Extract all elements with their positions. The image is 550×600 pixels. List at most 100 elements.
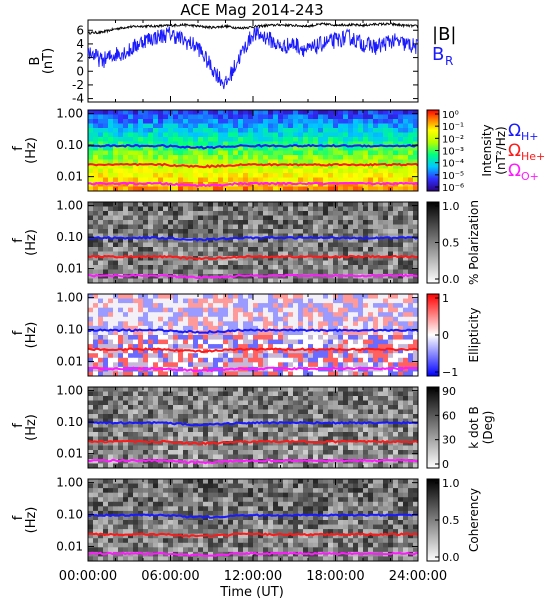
x-axis: 00:00:00 06:00:00 12:00:00 18:00:00 24:00:00 bbox=[59, 20, 447, 584]
legend-b-radial: B bbox=[432, 44, 444, 65]
line-he-plus bbox=[87, 162, 419, 169]
line-o-plus bbox=[87, 458, 418, 465]
line-h-plus bbox=[88, 513, 419, 520]
y-axis-unit: (Hz) bbox=[24, 229, 39, 256]
line-he-plus bbox=[87, 254, 419, 261]
colorbar-tick-label: 10⁻³ bbox=[442, 147, 464, 158]
legend-omega-sub: H+ bbox=[521, 130, 539, 143]
line-he-plus bbox=[87, 532, 419, 538]
colorbar-tick-label: 10⁻⁵ bbox=[442, 171, 464, 182]
line-o-plus bbox=[87, 551, 419, 557]
colorbar-tick-label: 1.0 bbox=[442, 200, 460, 213]
colorbar-label: k dot B bbox=[467, 406, 481, 448]
y-axis-label: f bbox=[11, 146, 26, 151]
y-tick-label: 0 bbox=[76, 64, 84, 78]
line-he-plus bbox=[87, 347, 419, 354]
y-axis-label: f bbox=[11, 423, 26, 428]
colorbar-label: % Polarization bbox=[467, 200, 481, 285]
panel-4: 1.00 0.10 0.01 f(Hz) 90 60 30 0 k dot B (Deg) bbox=[11, 384, 495, 471]
colorbar-tick-label: 0.0 bbox=[442, 551, 460, 564]
colorbar-tick-label: −1 bbox=[442, 366, 458, 379]
y-tick-label: 0.01 bbox=[56, 539, 83, 553]
colorbar-tick-label: 10⁻⁶ bbox=[442, 183, 464, 194]
chart-title: ACE Mag 2014-243 bbox=[180, 1, 323, 19]
colorbar-tick-label: 10⁻¹ bbox=[442, 122, 464, 133]
colorbar-tick-label: 1 bbox=[442, 292, 449, 305]
line-o-plus bbox=[87, 181, 419, 188]
line-o-plus bbox=[87, 366, 419, 373]
line-h-plus bbox=[87, 143, 419, 150]
y-axis-label: B bbox=[28, 57, 43, 66]
panel-b-frame bbox=[87, 19, 419, 103]
panel-3: 1.00 0.10 0.01 f(Hz) 1 0 −1 Ellipticity bbox=[11, 291, 481, 379]
y-tick-label: 1.00 bbox=[56, 199, 83, 213]
y-tick-label: 6 bbox=[76, 23, 84, 37]
y-tick-label: 1.00 bbox=[56, 107, 83, 121]
y-axis-unit: (Hz) bbox=[24, 414, 39, 441]
legend-omega-sub: O+ bbox=[521, 170, 539, 183]
y-tick-label: 0.01 bbox=[56, 354, 83, 368]
y-axis-unit: (Hz) bbox=[24, 137, 39, 164]
y-tick-label: 4 bbox=[76, 37, 84, 51]
legend-omega-sub: He+ bbox=[521, 150, 545, 163]
line-o-plus bbox=[87, 273, 419, 280]
legend-omega: Ω bbox=[508, 121, 521, 141]
series-b-magnitude bbox=[87, 21, 419, 35]
colorbar-tick-label: 1.0 bbox=[442, 477, 460, 490]
line-he-plus bbox=[87, 439, 419, 446]
y-tick-label: 0.01 bbox=[56, 170, 83, 184]
panel-5: 1.00 0.10 0.01 f(Hz) 1.0 0.5 0.0 Coherency bbox=[11, 476, 481, 564]
colorbar-tick-label: 10⁻⁴ bbox=[442, 159, 464, 170]
colorbar-label: Coherency bbox=[467, 488, 481, 552]
colorbar-tick-label: 90 bbox=[442, 385, 456, 398]
line-h-plus bbox=[87, 328, 419, 334]
colorbar-tick-label: 0 bbox=[442, 458, 449, 471]
colorbar-tick-label: 10⁰ bbox=[442, 110, 459, 121]
y-tick-label: 1.00 bbox=[56, 476, 83, 490]
x-tick-label: 24:00:00 bbox=[389, 569, 447, 584]
y-tick-label: -2 bbox=[72, 78, 84, 92]
colorbar-tick-label: 30 bbox=[442, 434, 456, 447]
legend-omega: Ω bbox=[508, 161, 521, 181]
colorbar-tick-label: 60 bbox=[442, 409, 456, 422]
x-tick-label: 12:00:00 bbox=[224, 569, 282, 584]
y-tick-label: 1.00 bbox=[56, 384, 83, 398]
colorbar-tick-label: 0.0 bbox=[442, 273, 460, 286]
y-axis-unit: (nT) bbox=[41, 48, 56, 74]
y-tick-label: 0.01 bbox=[56, 262, 83, 276]
line-h-plus bbox=[87, 235, 419, 242]
panel-2: 1.00 0.10 0.01 f(Hz) 1.0 0.5 0.0 % Polarization bbox=[11, 199, 481, 286]
series-b-radial bbox=[87, 26, 419, 90]
y-tick-label: 0.10 bbox=[56, 323, 83, 337]
colorbar-label: Ellipticity bbox=[467, 308, 481, 363]
y-tick-label: 1.00 bbox=[56, 291, 83, 305]
legend-b-radial-sub: R bbox=[445, 54, 453, 68]
colorbar-tick-label: 0 bbox=[442, 329, 449, 342]
y-axis-unit: (Hz) bbox=[24, 322, 39, 349]
y-tick-label: 0.01 bbox=[56, 447, 83, 461]
legend-b-magnitude: |B| bbox=[432, 24, 456, 45]
x-tick-label: 00:00:00 bbox=[59, 569, 117, 584]
colorbar bbox=[426, 386, 440, 469]
line-h-plus bbox=[87, 420, 419, 427]
y-axis-label: f bbox=[11, 238, 26, 243]
y-tick-label: -4 bbox=[72, 92, 84, 106]
colorbar-label: Intensity bbox=[480, 124, 494, 176]
x-tick-label: 18:00:00 bbox=[306, 569, 364, 584]
y-axis-label: f bbox=[11, 515, 26, 520]
x-tick-label: 06:00:00 bbox=[141, 569, 199, 584]
colorbar-tick-label: 0.5 bbox=[442, 514, 460, 527]
legend-omega: Ω bbox=[508, 141, 521, 161]
x-axis-label: Time (UT) bbox=[219, 585, 284, 600]
y-tick-label: 0.10 bbox=[56, 138, 83, 152]
y-tick-label: 0.10 bbox=[56, 415, 83, 429]
colorbar-tick-label: 10⁻² bbox=[442, 134, 464, 145]
colorbar-tick-label: 0.5 bbox=[442, 237, 460, 250]
y-axis-unit: (Hz) bbox=[24, 507, 39, 534]
y-tick-label: 2 bbox=[76, 51, 84, 65]
colorbar-unit: (nT²/Hz) bbox=[494, 126, 508, 174]
colorbar-unit: (Deg) bbox=[481, 411, 495, 445]
